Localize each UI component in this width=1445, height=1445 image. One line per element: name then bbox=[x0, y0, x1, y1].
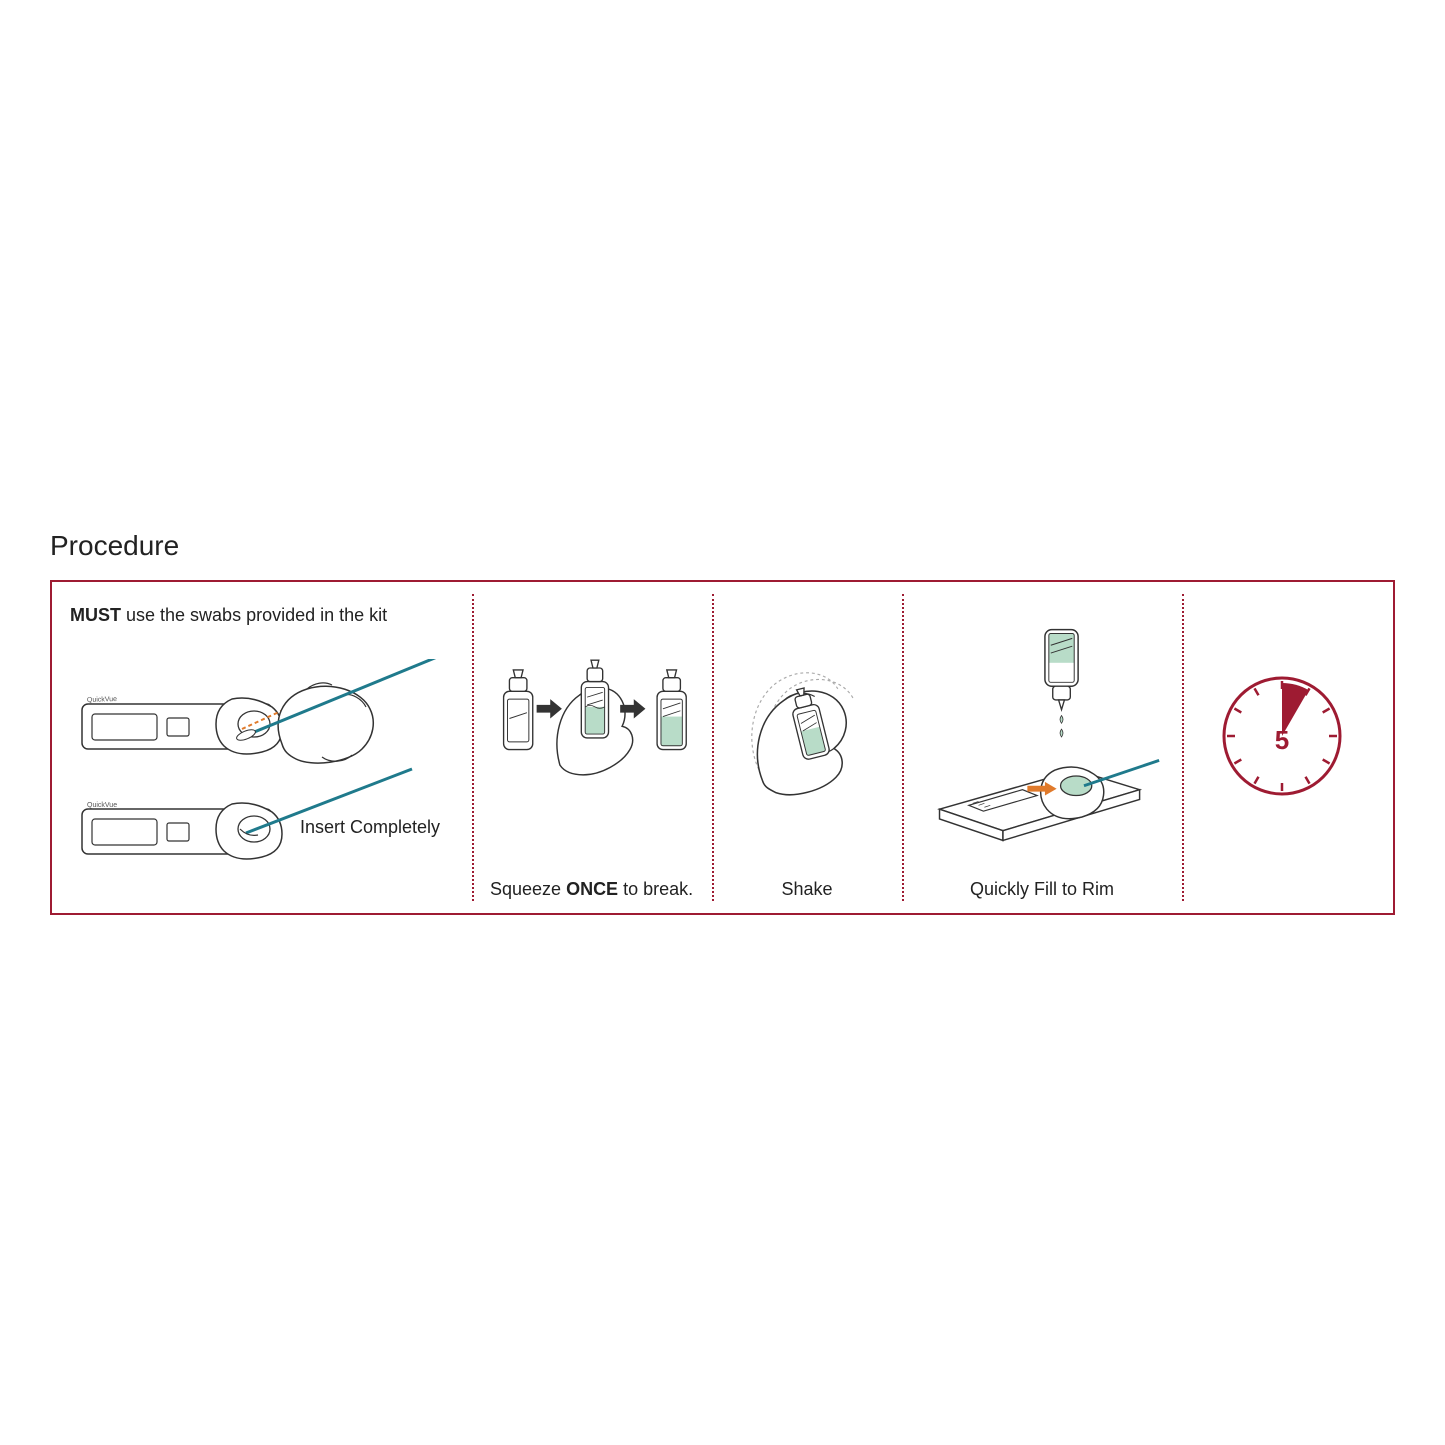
panel1-illustration: QuickVue bbox=[70, 637, 454, 901]
once-bold: ONCE bbox=[566, 879, 618, 899]
panel5-spacer bbox=[1200, 878, 1364, 901]
must-bold: MUST bbox=[70, 605, 121, 625]
must-rest: use the swabs provided in the kit bbox=[121, 605, 387, 625]
panel4-caption: Quickly Fill to Rim bbox=[920, 878, 1164, 901]
panel2-caption: Squeeze ONCE to break. bbox=[490, 878, 694, 901]
panel1-top-caption: MUST use the swabs provided in the kit bbox=[70, 604, 454, 627]
section-heading: Procedure bbox=[50, 530, 1395, 562]
squeeze-prefix: Squeeze bbox=[490, 879, 566, 899]
panel-squeeze: Squeeze ONCE to break. bbox=[472, 582, 712, 913]
shake-svg bbox=[730, 641, 884, 831]
panel4-illustration bbox=[920, 604, 1164, 868]
panel-timer: 5 bbox=[1182, 582, 1382, 913]
panel3-illustration bbox=[730, 604, 884, 868]
squeeze-suffix: to break. bbox=[618, 879, 693, 899]
svg-text:QuickVue: QuickVue bbox=[87, 696, 117, 704]
panel1-bottom-caption: Insert Completely bbox=[300, 817, 440, 838]
fill-svg bbox=[920, 621, 1164, 851]
timer-number: 5 bbox=[1275, 725, 1289, 755]
svg-text:QuickVue: QuickVue bbox=[87, 802, 117, 809]
insert-swab-svg: QuickVue bbox=[72, 659, 452, 879]
procedure-section: Procedure MUST use the swabs provided in… bbox=[50, 530, 1395, 915]
panel5-illustration: 5 bbox=[1200, 604, 1364, 868]
panel2-illustration bbox=[490, 604, 694, 868]
procedure-box: MUST use the swabs provided in the kit Q… bbox=[50, 580, 1395, 915]
panel-fill: Quickly Fill to Rim bbox=[902, 582, 1182, 913]
timer-svg: 5 bbox=[1207, 661, 1357, 811]
panel-insert-swab: MUST use the swabs provided in the kit Q… bbox=[52, 582, 472, 913]
panel3-caption: Shake bbox=[730, 878, 884, 901]
squeeze-svg bbox=[490, 636, 694, 836]
panel-shake: Shake bbox=[712, 582, 902, 913]
